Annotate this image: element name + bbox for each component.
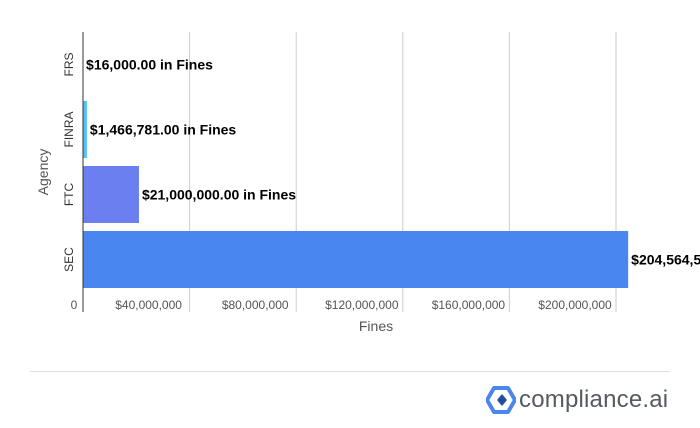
category-label-finra: FINRA [62,112,76,148]
y-axis-title: Agency [35,149,51,196]
data-label-ftc: $21,000,000.00 in Fines [142,187,296,203]
data-label-finra: $1,466,781.00 in Fines [90,122,237,138]
bar-ftc [83,166,139,223]
x-tick-label: $120,000,000 [325,298,399,312]
x-tick-labels: 0 $40,000,000 $80,000,000 $120,000,000 $160,… [71,298,612,312]
bars [83,36,629,288]
category-label-sec: SEC [62,247,76,272]
x-tick-label: $200,000,000 [538,298,612,312]
data-label-sec: $204,564,562.59 in Fines [631,252,700,268]
x-tick-label: 0 [71,298,78,312]
x-tick-label: $40,000,000 [115,298,182,312]
compliance-ai-logo-icon [486,386,516,414]
category-labels: FRS FINRA FTC SEC [62,53,76,272]
bar-finra [83,101,87,158]
category-label-ftc: FTC [62,183,76,207]
footer-divider [30,371,670,372]
data-labels: $16,000.00 in Fines $1,466,781.00 in Fine… [86,57,700,268]
x-tick-label: $160,000,000 [432,298,506,312]
brand-logo: compliance.ai [486,384,668,416]
bar-sec [83,231,629,288]
x-axis-title: Fines [359,318,393,334]
data-label-frs: $16,000.00 in Fines [86,57,213,73]
brand-name: compliance.ai [519,386,669,413]
bar-chart: $16,000.00 in Fines $1,466,781.00 in Fine… [35,32,700,334]
category-label-frs: FRS [62,53,76,77]
x-tick-label: $80,000,000 [222,298,289,312]
